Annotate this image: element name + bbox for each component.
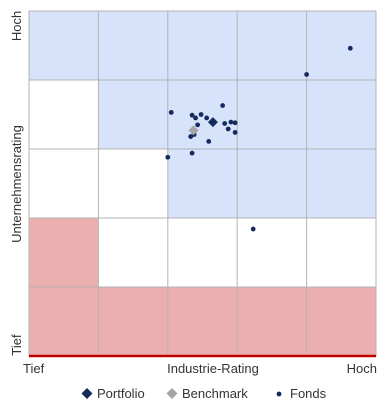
x-axis-title: Industrie-Rating	[167, 361, 259, 376]
point-fonds-17	[189, 150, 195, 156]
zone-cell-10	[237, 149, 307, 218]
point-portfolio-0	[207, 117, 218, 128]
y-tick-high: Hoch	[9, 11, 24, 41]
zone-cell-12	[29, 218, 99, 287]
zone-cell-17	[306, 287, 376, 356]
point-fonds-9	[228, 119, 234, 125]
x-tick-high: Hoch	[347, 361, 377, 376]
legend-label-benchmark: Benchmark	[182, 386, 248, 401]
legend-marker-portfolio	[81, 388, 93, 399]
zone-cell-13	[29, 287, 99, 356]
x-tick-low: Tief	[23, 361, 45, 376]
point-benchmark-0	[188, 125, 199, 136]
legend: Portfolio Benchmark Fonds	[81, 386, 327, 401]
legend-marker-fonds	[276, 391, 282, 397]
legend-marker-benchmark	[166, 388, 178, 399]
point-fonds-18	[165, 154, 171, 160]
zone-cell-11	[306, 149, 376, 218]
chart-zones	[29, 11, 376, 356]
point-fonds-4	[189, 112, 195, 118]
legend-label-fonds: Fonds	[290, 386, 327, 401]
point-fonds-13	[232, 130, 238, 135]
point-fonds-7	[204, 115, 210, 121]
zone-cell-2	[167, 11, 238, 80]
legend-label-portfolio: Portfolio	[97, 386, 145, 401]
point-fonds-10	[232, 120, 238, 126]
point-fonds-16	[206, 139, 212, 144]
point-fonds-11	[195, 122, 201, 128]
point-fonds-12	[225, 126, 231, 132]
y-tick-low: Tief	[9, 334, 24, 356]
point-fonds-8	[222, 121, 228, 126]
zone-cell-8	[306, 80, 376, 149]
chart-grid	[28, 10, 377, 358]
zone-cell-14	[98, 287, 168, 356]
zone-cell-3	[237, 11, 307, 80]
zone-cell-9	[167, 149, 238, 218]
point-fonds-19	[250, 226, 256, 232]
point-fonds-1	[304, 72, 309, 77]
point-fonds-2	[220, 103, 226, 108]
chart-marks	[165, 45, 353, 232]
point-fonds-6	[193, 115, 198, 121]
point-fonds-3	[168, 110, 174, 115]
zone-cell-7	[237, 80, 307, 149]
point-fonds-5	[198, 112, 204, 117]
zone-cell-15	[167, 287, 238, 356]
point-fonds-14	[188, 134, 194, 139]
zone-cell-1	[98, 11, 168, 80]
zone-cell-16	[237, 287, 307, 356]
zone-cell-5	[98, 80, 168, 149]
zone-cell-4	[306, 11, 376, 80]
point-fonds-0	[347, 45, 353, 51]
y-axis-title: Unternehmensrating	[9, 125, 24, 243]
zone-cell-0	[29, 11, 99, 80]
